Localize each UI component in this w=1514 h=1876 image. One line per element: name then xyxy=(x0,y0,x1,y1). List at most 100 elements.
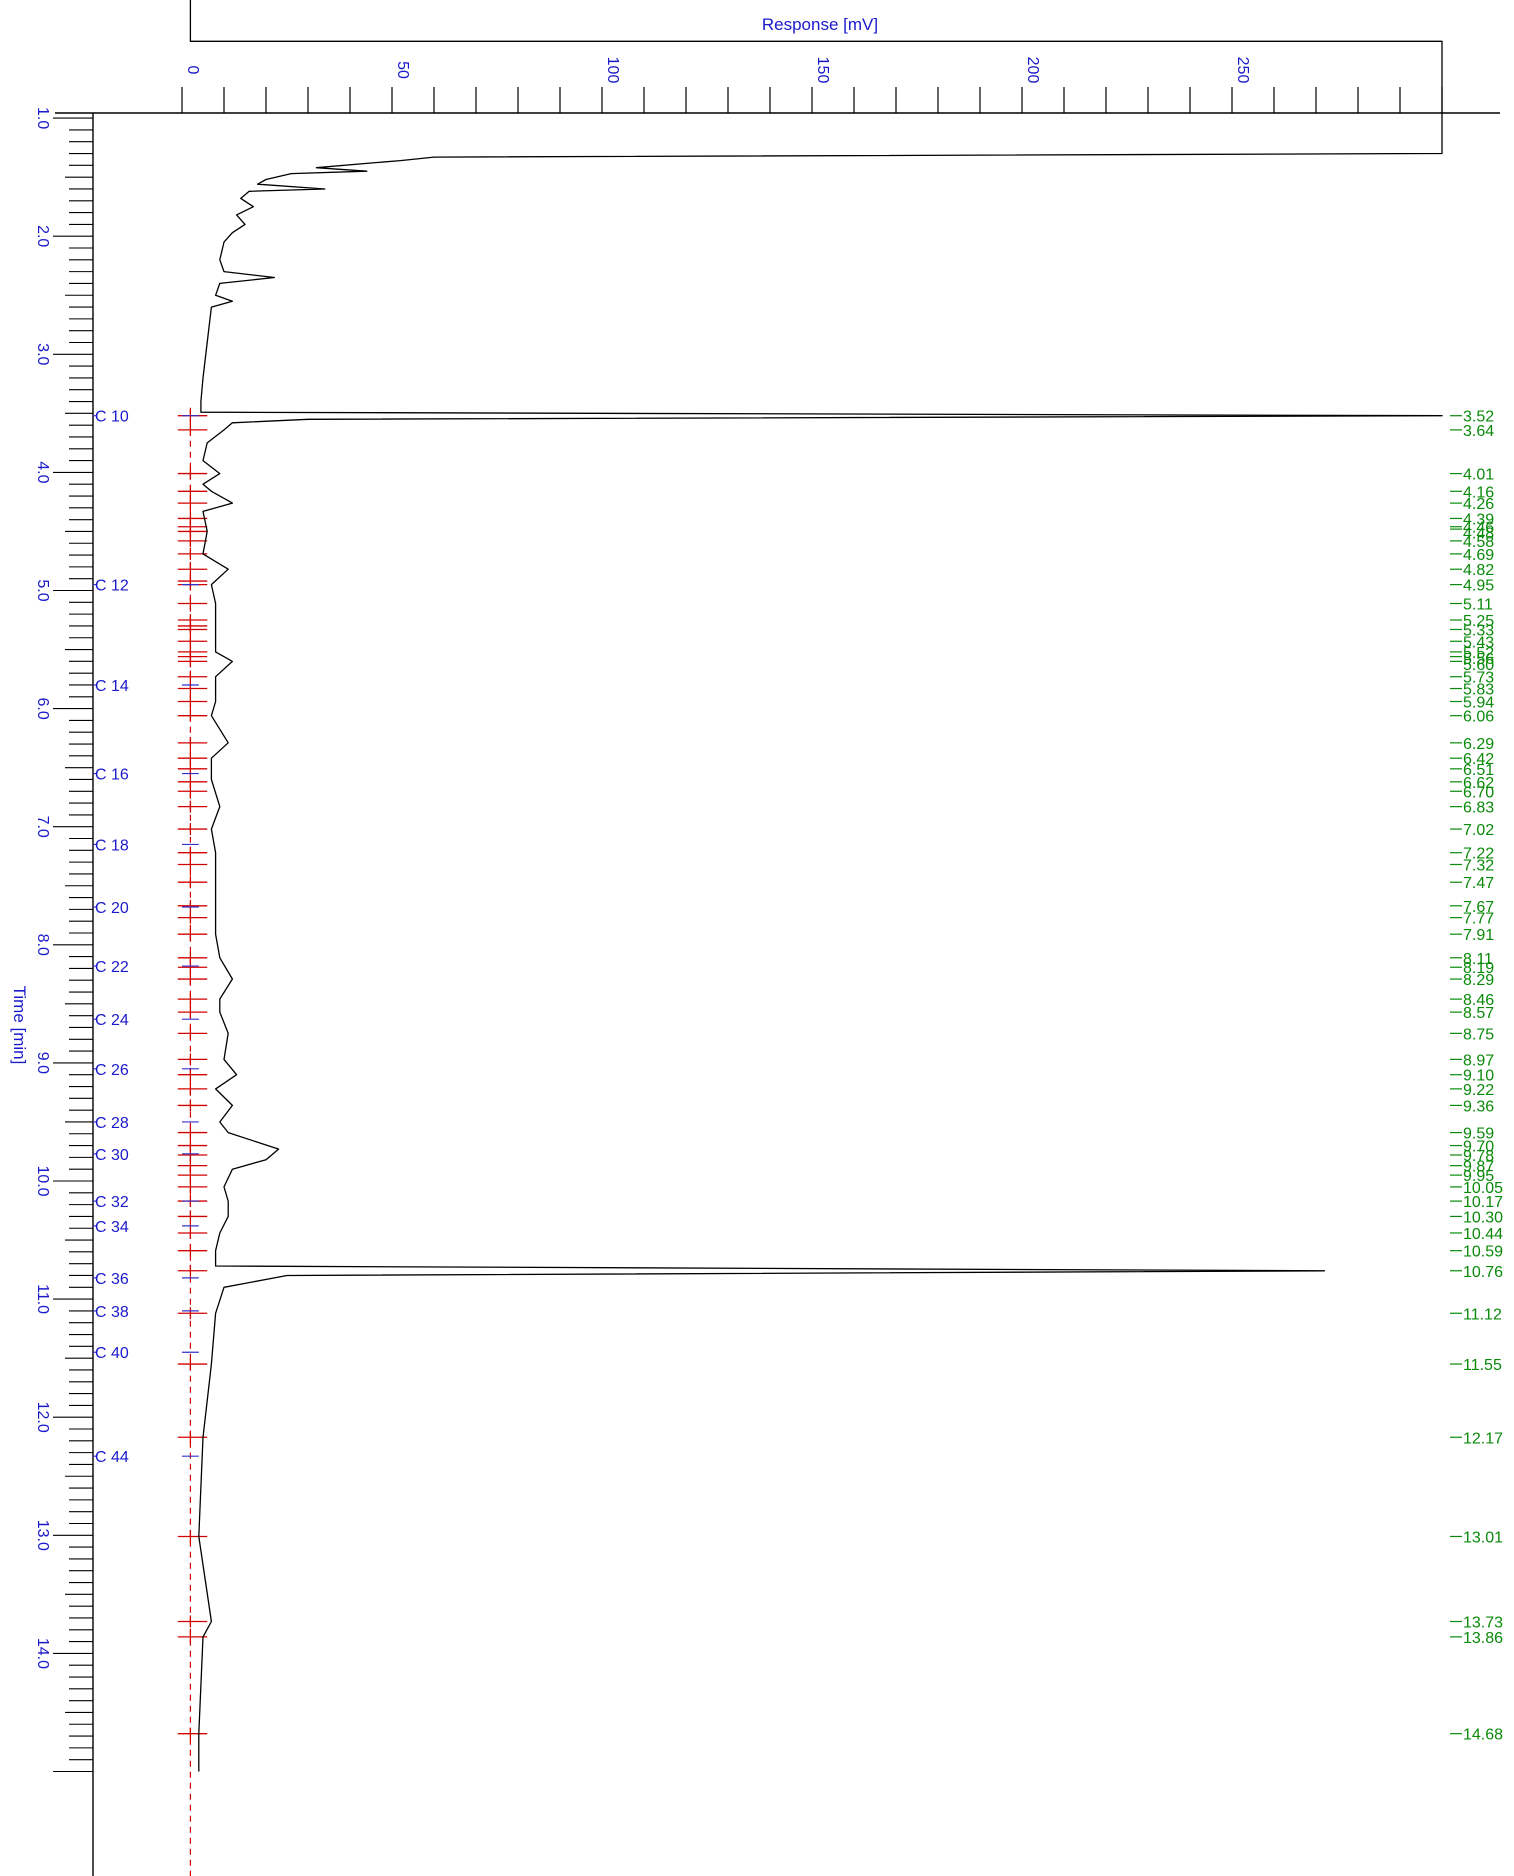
retention-label: 4.26 xyxy=(1463,496,1494,513)
x-tick-label: 250 xyxy=(1234,57,1251,84)
retention-label: 5.94 xyxy=(1463,695,1494,712)
retention-label: 9.87 xyxy=(1463,1159,1494,1176)
retention-label: 10.59 xyxy=(1463,1244,1503,1261)
retention-label: 5.56 xyxy=(1463,651,1494,668)
x-tick-label: 50 xyxy=(394,61,411,79)
y-tick-label: 5.0 xyxy=(34,579,51,601)
retention-label: 6.62 xyxy=(1463,775,1494,792)
peak-marker-label: C 40 xyxy=(95,1345,129,1362)
retention-label: 13.86 xyxy=(1463,1630,1503,1647)
integration-marks xyxy=(177,407,208,1876)
peak-marker-label: C 14 xyxy=(95,678,129,695)
retention-label: 9.70 xyxy=(1463,1139,1494,1156)
peak-marker-label: C 28 xyxy=(95,1115,129,1132)
retention-label: 5.43 xyxy=(1463,634,1494,651)
y-axis-ticks: 1.0 2.0 3.0 4.0 5.0 6.0 7.0 8.0 9.0 10.0 11.0 12.0 1… xyxy=(34,107,93,1773)
retention-label: 6.42 xyxy=(1463,751,1494,768)
y-tick-label: 1.0 xyxy=(34,107,51,129)
y-tick-label: 7.0 xyxy=(34,816,51,838)
retention-label: 8.46 xyxy=(1463,992,1494,1009)
peak-marker-label: C 26 xyxy=(95,1062,129,1079)
retention-label: 4.48 xyxy=(1463,526,1494,543)
peak-markers: C 10 C 12 C 14 C 16 C 18 C 20 C 22 C 24 C 26 C 28… xyxy=(93,409,199,1466)
retention-label: 9.59 xyxy=(1463,1126,1494,1143)
y-tick-label: 9.0 xyxy=(34,1052,51,1074)
retention-label: 4.82 xyxy=(1463,562,1494,579)
retention-label: 12.17 xyxy=(1463,1430,1503,1447)
retention-label: 7.02 xyxy=(1463,822,1494,839)
peak-marker-label: C 10 xyxy=(95,409,129,426)
retention-label: 6.06 xyxy=(1463,709,1494,726)
x-tick-label: 100 xyxy=(604,57,621,84)
x-tick-label: 150 xyxy=(814,57,831,84)
peak-marker-label: C 32 xyxy=(95,1194,129,1211)
x-axis-ticks: 0 50 100 150 200 250 xyxy=(181,57,1443,113)
retention-label: 10.30 xyxy=(1463,1209,1503,1226)
retention-label: 4.16 xyxy=(1463,484,1494,501)
retention-label: 13.01 xyxy=(1463,1529,1503,1546)
retention-label: 10.05 xyxy=(1463,1180,1503,1197)
retention-label: 4.39 xyxy=(1463,511,1494,528)
x-tick-label: 0 xyxy=(184,66,201,75)
retention-label: 5.73 xyxy=(1463,670,1494,687)
retention-label: 8.75 xyxy=(1463,1026,1494,1043)
peak-marker-label: C 30 xyxy=(95,1147,129,1164)
y-tick-label: 13.0 xyxy=(34,1520,51,1551)
retention-label: 7.32 xyxy=(1463,857,1494,874)
y-tick-label: 6.0 xyxy=(34,697,51,719)
retention-label: 4.01 xyxy=(1463,467,1494,484)
y-tick-label: 2.0 xyxy=(34,225,51,247)
retention-labels: 3.523.64 4.014.164.264.394.464.484.584.69… xyxy=(1450,409,1503,1744)
peak-marker-label: C 18 xyxy=(95,837,129,854)
retention-label: 13.73 xyxy=(1463,1615,1503,1632)
y-axis-title: Time [min] xyxy=(10,986,29,1065)
retention-label: 7.47 xyxy=(1463,875,1494,892)
peak-marker-label: C 36 xyxy=(95,1271,129,1288)
retention-label: 8.57 xyxy=(1463,1005,1494,1022)
retention-label: 7.22 xyxy=(1463,846,1494,863)
y-tick-label: 4.0 xyxy=(34,461,51,483)
retention-label: 4.58 xyxy=(1463,534,1494,551)
retention-label: 9.22 xyxy=(1463,1082,1494,1099)
peak-marker-label: C 16 xyxy=(95,767,129,784)
retention-label: 5.25 xyxy=(1463,613,1494,630)
trace-layer xyxy=(189,0,1443,1772)
y-tick-label: 8.0 xyxy=(34,934,51,956)
retention-label: 9.36 xyxy=(1463,1098,1494,1115)
peak-marker-label: C 12 xyxy=(95,578,129,595)
retention-label: 8.29 xyxy=(1463,972,1494,989)
retention-label: 7.67 xyxy=(1463,899,1494,916)
retention-label: 11.55 xyxy=(1463,1357,1502,1374)
retention-label: 8.11 xyxy=(1463,951,1493,968)
retention-label: 11.12 xyxy=(1463,1306,1502,1323)
retention-label: 5.33 xyxy=(1463,622,1494,639)
retention-label: 9.10 xyxy=(1463,1068,1494,1085)
retention-label: 14.68 xyxy=(1463,1727,1503,1744)
retention-label: 6.29 xyxy=(1463,736,1494,753)
peak-marker-label: C 34 xyxy=(95,1219,129,1236)
retention-label: 5.60 xyxy=(1463,657,1494,674)
retention-label: 4.46 xyxy=(1463,520,1494,537)
retention-label: 10.17 xyxy=(1463,1194,1503,1211)
retention-label: 8.97 xyxy=(1463,1052,1494,1069)
y-tick-label: 10.0 xyxy=(34,1165,51,1196)
x-tick-label: 200 xyxy=(1024,57,1041,84)
retention-label: 10.76 xyxy=(1463,1264,1503,1281)
retention-label: 6.70 xyxy=(1463,784,1494,801)
y-tick-label: 11.0 xyxy=(34,1284,51,1314)
retention-label: 6.83 xyxy=(1463,800,1494,817)
retention-label: 7.91 xyxy=(1463,927,1494,944)
retention-label: 5.11 xyxy=(1463,596,1493,613)
retention-label: 9.95 xyxy=(1463,1168,1494,1185)
retention-label: 10.44 xyxy=(1463,1226,1503,1243)
peak-marker-label: C 38 xyxy=(95,1304,129,1321)
axes-layer: Response [mV] Time [min] xyxy=(10,15,1500,1876)
y-tick-label: 3.0 xyxy=(34,343,51,365)
peak-marker-label: C 20 xyxy=(95,900,129,917)
x-axis-title: Response [mV] xyxy=(762,15,878,34)
y-tick-label: 12.0 xyxy=(34,1402,51,1433)
retention-label: 9.78 xyxy=(1463,1148,1494,1165)
retention-label: 3.64 xyxy=(1463,423,1494,440)
